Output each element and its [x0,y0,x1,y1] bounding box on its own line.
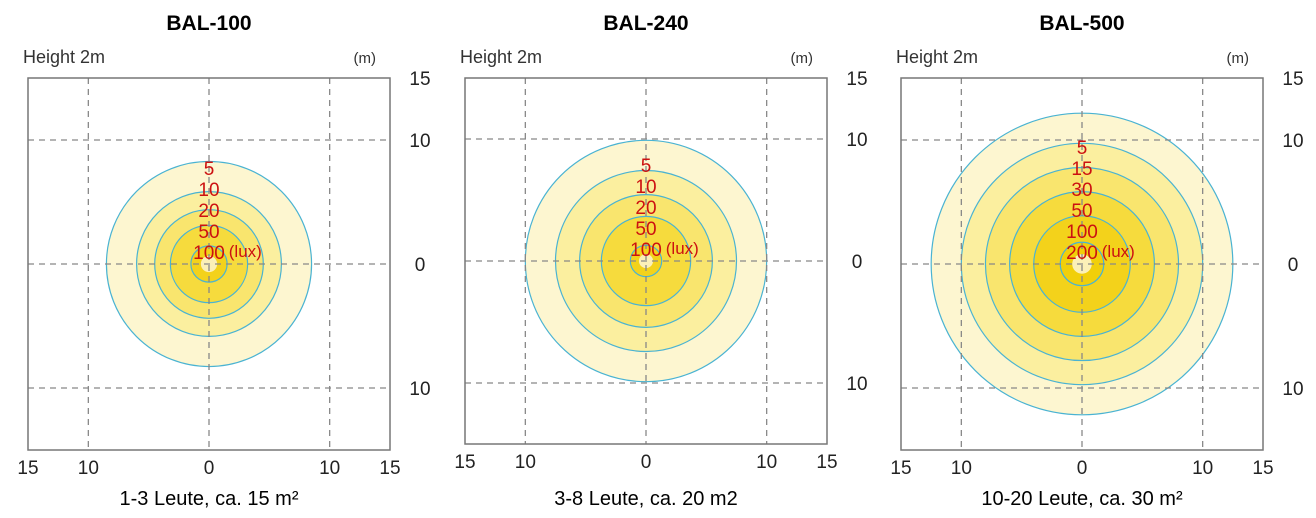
plot-frame [900,77,1264,451]
y-tick-label: 10 [409,379,430,400]
lux-label: 100 [1066,222,1098,243]
lux-label: 10 [635,177,656,198]
x-tick-label: 15 [454,452,475,473]
unit-label: (m) [354,50,377,67]
lux-label: 20 [198,201,219,222]
x-tick-label: 0 [204,458,215,479]
x-tick-label: 10 [1192,458,1213,479]
y-tick-label: 10 [846,130,867,151]
height-label: Height 2m [23,47,105,67]
x-tick-label: 10 [951,458,972,479]
y-tick-label: 10 [409,131,430,152]
lux-label: 20 [635,198,656,219]
lux-unit-label: (lux) [229,242,262,261]
lux-label: 200 [1066,243,1098,264]
x-tick-label: 15 [17,458,38,479]
chart-caption: 3-8 Leute, ca. 20 m2 [554,488,737,510]
lux-label: 50 [635,219,656,240]
lux-label: 5 [1077,138,1088,159]
lux-label: 50 [198,222,219,243]
x-tick-label: 0 [1077,458,1088,479]
y-tick-label: 10 [1282,131,1303,152]
lux-label: 10 [198,180,219,201]
y-tick-label: 15 [409,69,430,90]
unit-label: (m) [791,50,814,67]
x-tick-label: 10 [515,452,536,473]
lux-label: 5 [641,156,652,177]
height-label: Height 2m [896,47,978,67]
lux-label: 30 [1071,180,1092,201]
x-tick-label: 15 [816,452,837,473]
x-tick-label: 10 [78,458,99,479]
plot-area [930,112,1234,416]
chart-title: BAL-240 [603,12,688,35]
y-tick-label: 0 [415,255,426,276]
plot-frame [464,77,828,445]
chart-caption: 1-3 Leute, ca. 15 m² [120,488,299,510]
chart-caption: 10-20 Leute, ca. 30 m² [981,488,1183,510]
plot-frame [27,77,391,451]
x-tick-label: 10 [319,458,340,479]
height-label: Height 2m [460,47,542,67]
y-tick-label: 0 [1288,255,1299,276]
y-tick-label: 10 [846,374,867,395]
lux-label: 100 [193,243,225,264]
y-tick-label: 15 [846,69,867,90]
lux-unit-label: (lux) [666,239,699,258]
x-tick-label: 0 [641,452,652,473]
lux-label: 50 [1071,201,1092,222]
x-tick-label: 15 [379,458,400,479]
chart-title: BAL-100 [166,12,251,35]
y-tick-label: 15 [1282,69,1303,90]
lux-label: 15 [1071,159,1092,180]
unit-label: (m) [1227,50,1250,67]
chart-title: BAL-500 [1039,12,1124,35]
lux-label: 5 [204,159,215,180]
lux-label: 100 [630,240,662,261]
x-tick-label: 15 [1252,458,1273,479]
x-tick-label: 10 [756,452,777,473]
lux-unit-label: (lux) [1102,242,1135,261]
x-tick-label: 15 [890,458,911,479]
y-tick-label: 0 [852,252,863,273]
y-tick-label: 10 [1282,379,1303,400]
